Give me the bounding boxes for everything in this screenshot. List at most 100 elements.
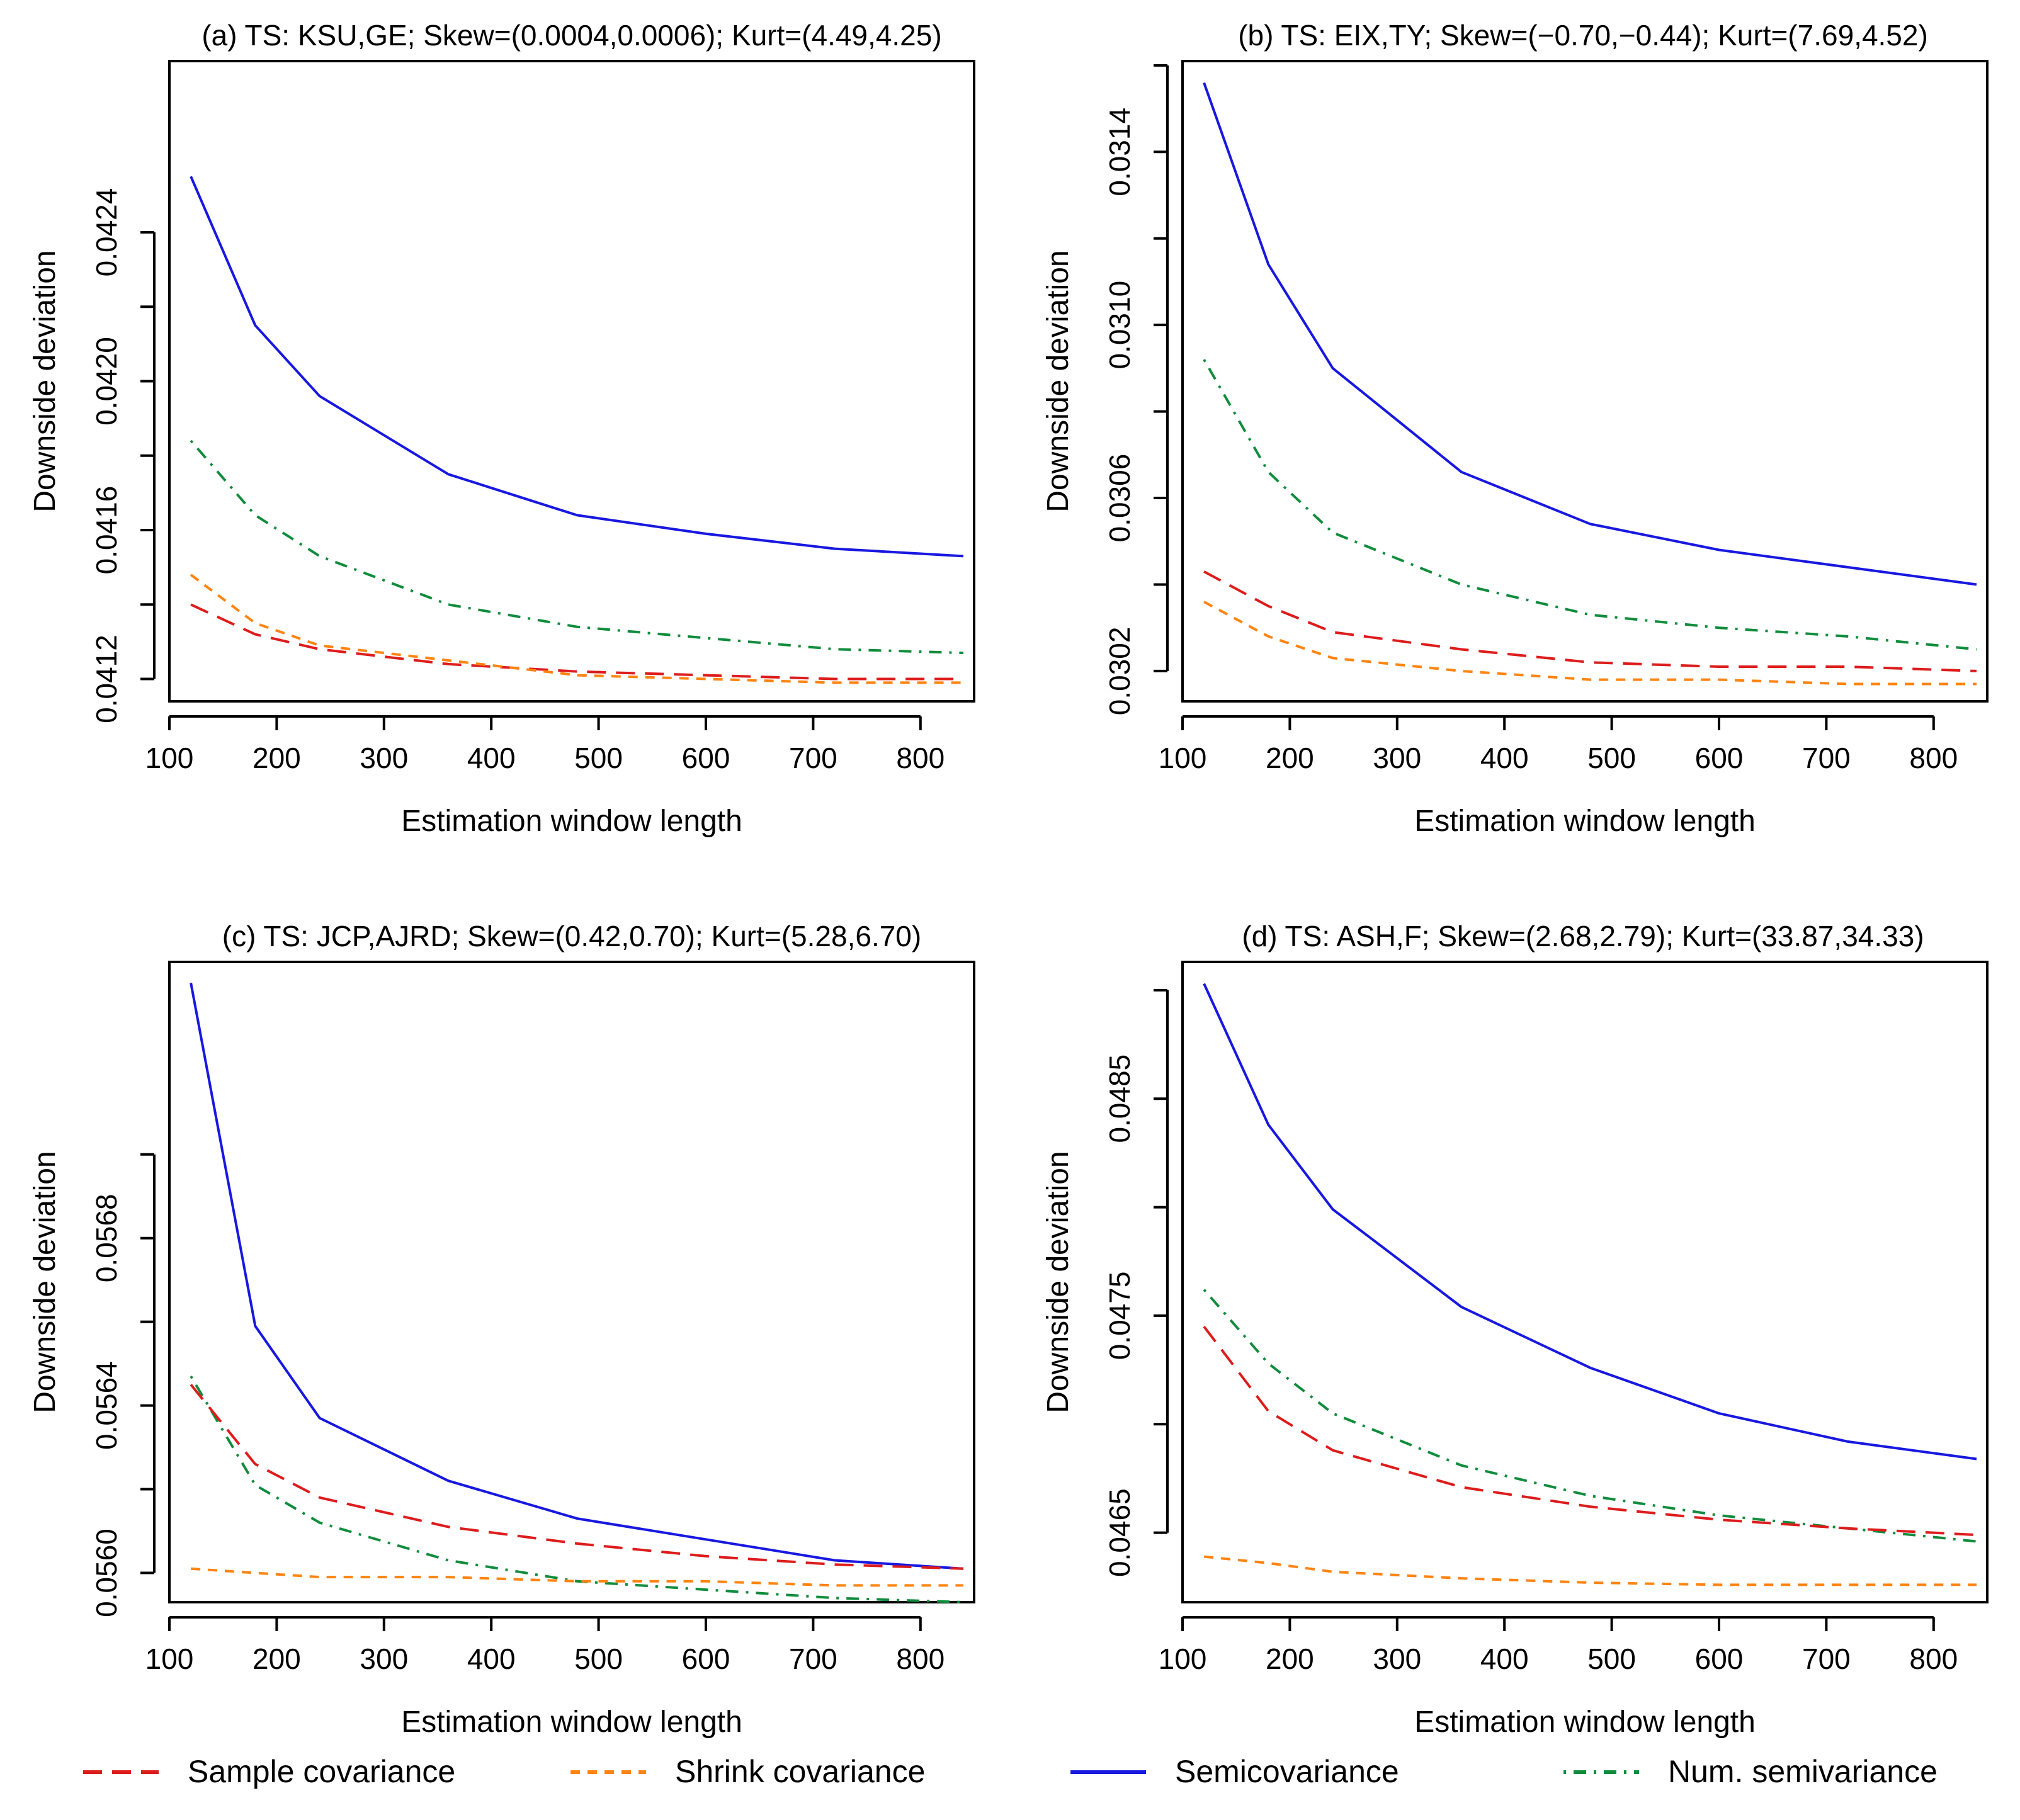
- plot-frame: [1181, 961, 1989, 1603]
- x-axis-label: Estimation window length: [401, 1705, 742, 1739]
- x-axis-label: Estimation window length: [401, 805, 742, 838]
- x-tick-label: 100: [145, 1642, 194, 1675]
- x-tick-label: 200: [252, 742, 301, 774]
- x-tick-label: 800: [896, 742, 945, 774]
- y-axis-label: Downside deviation: [1041, 1151, 1075, 1413]
- plot-frame: [168, 961, 975, 1603]
- panel-title: (c) TS: JCP,AJRD; Skew=(0.42,0.70); Kurt…: [222, 920, 921, 952]
- x-axis-label: Estimation window length: [1414, 1705, 1756, 1739]
- series-line-sample-covariance: [1203, 1325, 1977, 1537]
- x-tick-label: 300: [1373, 742, 1421, 774]
- legend-entry-semicovariance: Semicovariance: [1070, 1754, 1399, 1789]
- y-tick-label: 0.0416: [90, 486, 123, 575]
- panel-a: (a) TS: KSU,GE; Skew=(0.0004,0.0006); Ku…: [28, 19, 975, 838]
- x-tick-label: 400: [1480, 742, 1529, 774]
- y-axis: 0.0412 0.0416 0.0420 0.0424 Downside deviati…: [28, 188, 156, 723]
- y-axis: 0.0302 0.0306 0.0310 0.0314 Downside deviati…: [1041, 64, 1169, 716]
- series-line-semicovariance: [1203, 82, 1977, 586]
- x-tick-label: 200: [1266, 742, 1314, 774]
- y-axis: 0.0560 0.0564 0.0568 Downside deviation: [28, 1151, 156, 1617]
- y-tick-label: 0.0302: [1103, 627, 1136, 716]
- x-tick-label: 600: [1695, 1642, 1744, 1675]
- panel-c: (c) TS: JCP,AJRD; Skew=(0.42,0.70); Kurt…: [28, 920, 975, 1739]
- legend-label: Shrink covariance: [675, 1754, 925, 1789]
- panel-b: (b) TS: EIX,TY; Skew=(−0.70,−0.44); Kurt…: [1041, 19, 1989, 838]
- legend-label: Num. semivariance: [1668, 1754, 1938, 1789]
- legend-label: Sample covariance: [188, 1754, 455, 1789]
- legend-label: Semicovariance: [1175, 1754, 1399, 1789]
- x-tick-label: 500: [574, 1642, 623, 1675]
- y-tick-label: 0.0568: [90, 1194, 123, 1282]
- y-tick-label: 0.0465: [1103, 1488, 1136, 1577]
- x-tick-label: 800: [1909, 1642, 1958, 1675]
- x-tick-label: 400: [467, 1642, 516, 1675]
- series-line-num-semivariance: [190, 439, 964, 655]
- series-line-shrink-covariance: [1203, 1555, 1977, 1586]
- series-line-semicovariance: [190, 176, 964, 558]
- x-tick-label: 700: [1802, 742, 1851, 774]
- x-tick-label: 700: [789, 1642, 837, 1675]
- x-tick-label: 200: [1266, 1642, 1314, 1675]
- y-tick-label: 0.0314: [1103, 108, 1136, 196]
- x-tick-label: 300: [360, 1642, 408, 1675]
- plot-frame: [1181, 60, 1989, 703]
- x-tick-label: 600: [682, 742, 730, 774]
- x-tick-label: 700: [789, 742, 837, 774]
- series-line-shrink-covariance: [190, 574, 963, 684]
- x-tick-label: 500: [1587, 742, 1636, 774]
- y-axis: 0.0465 0.0475 0.0485 Downside deviation: [1041, 988, 1169, 1577]
- y-tick-label: 0.0560: [90, 1529, 123, 1617]
- series-line-sample-covariance: [190, 603, 963, 681]
- x-tick-label: 200: [252, 1642, 301, 1675]
- legend-entry-num-semivariance: Num. semivariance: [1563, 1754, 1938, 1789]
- y-tick-label: 0.0412: [90, 635, 123, 723]
- x-axis: 100 200 300 400 500 600 700 800 Estimation windo…: [145, 715, 945, 838]
- x-tick-label: 100: [1159, 1642, 1207, 1675]
- x-tick-label: 300: [360, 742, 408, 774]
- x-tick-label: 600: [1695, 742, 1744, 774]
- y-tick-label: 0.0485: [1103, 1054, 1136, 1143]
- series-line-shrink-covariance: [190, 1567, 963, 1587]
- y-tick-label: 0.0564: [90, 1361, 123, 1450]
- y-axis-label: Downside deviation: [28, 1151, 62, 1413]
- y-tick-label: 0.0420: [90, 337, 123, 426]
- x-axis: 100 200 300 400 500 600 700 800 Estimation windo…: [145, 1616, 945, 1739]
- y-tick-label: 0.0475: [1103, 1272, 1136, 1360]
- x-axis: 100 200 300 400 500 600 700 800 Estimation windo…: [1159, 1616, 1958, 1739]
- x-tick-label: 500: [574, 742, 623, 774]
- panel-title: (a) TS: KSU,GE; Skew=(0.0004,0.0006); Ku…: [201, 19, 941, 52]
- legend: Sample covariance Shrink covariance Semico…: [83, 1754, 1938, 1789]
- x-tick-label: 400: [467, 742, 516, 774]
- panel-title: (b) TS: EIX,TY; Skew=(−0.70,−0.44); Kurt…: [1238, 19, 1928, 52]
- series-line-num-semivariance: [190, 1376, 964, 1603]
- x-tick-label: 300: [1373, 1642, 1421, 1675]
- y-tick-label: 0.0310: [1103, 281, 1136, 370]
- chart-panels: (a) TS: KSU,GE; Skew=(0.0004,0.0006); Ku…: [28, 19, 1989, 1739]
- x-tick-label: 600: [682, 1642, 730, 1675]
- x-tick-label: 800: [896, 1642, 945, 1675]
- series-line-num-semivariance: [1203, 1289, 1977, 1543]
- x-axis: 100 200 300 400 500 600 700 800 Estimation windo…: [1159, 715, 1958, 838]
- series-line-sample-covariance: [1203, 570, 1977, 672]
- x-tick-label: 500: [1587, 1642, 1636, 1675]
- x-tick-label: 400: [1480, 1642, 1529, 1675]
- y-tick-label: 0.0306: [1103, 454, 1136, 543]
- series-line-shrink-covariance: [1203, 601, 1977, 686]
- series-line-semicovariance: [1203, 983, 1977, 1461]
- legend-entry-shrink-covariance: Shrink covariance: [570, 1754, 925, 1789]
- x-tick-label: 100: [1159, 742, 1207, 774]
- y-axis-label: Downside deviation: [1041, 250, 1075, 512]
- x-tick-label: 800: [1909, 742, 1958, 774]
- y-axis-label: Downside deviation: [28, 250, 62, 512]
- legend-entry-sample-covariance: Sample covariance: [83, 1754, 455, 1789]
- x-tick-label: 100: [145, 742, 194, 774]
- series-line-semicovariance: [190, 982, 964, 1570]
- y-tick-label: 0.0424: [90, 188, 123, 277]
- x-tick-label: 700: [1802, 1642, 1851, 1675]
- series-line-num-semivariance: [1203, 359, 1977, 651]
- plot-frame: [168, 60, 975, 703]
- series-line-sample-covariance: [190, 1384, 964, 1570]
- panel-d: (d) TS: ASH,F; Skew=(2.68,2.79); Kurt=(3…: [1041, 920, 1989, 1739]
- x-axis-label: Estimation window length: [1414, 805, 1756, 838]
